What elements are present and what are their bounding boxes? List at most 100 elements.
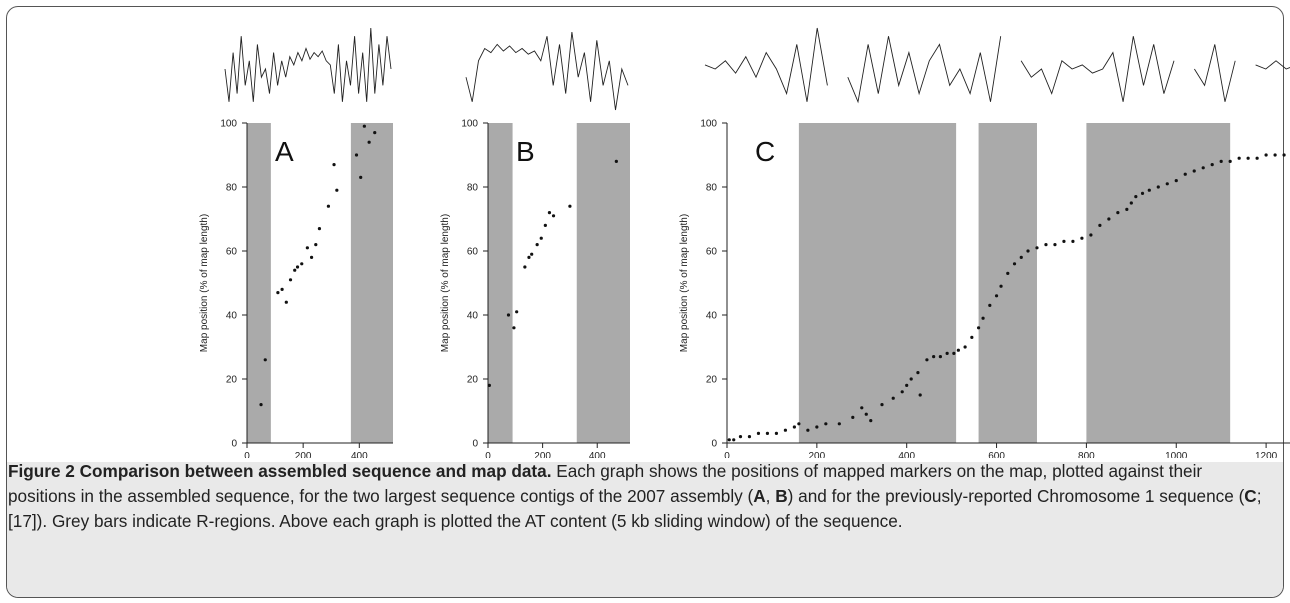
x-tick-label-c-200: 200 <box>809 451 826 458</box>
r-region-bar-b-2 <box>576 123 630 443</box>
data-point-a-1 <box>259 403 263 407</box>
x-tick-label-c-600: 600 <box>988 451 1005 458</box>
y-tick-label-a-40: 40 <box>226 311 238 322</box>
y-tick-label-a-0: 0 <box>231 439 237 450</box>
data-point-a-9 <box>300 262 304 266</box>
data-point-c-66 <box>1228 159 1232 163</box>
x-tick-label-c-400: 400 <box>898 451 915 458</box>
data-point-c-23 <box>909 377 913 381</box>
caption-text-2: ) and for the previously-reported Chromo… <box>787 486 1245 506</box>
y-axis-title-c: Map position (% of map length) <box>679 214 690 352</box>
y-tick-label-b-80: 80 <box>467 183 479 194</box>
y-tick-label-b-20: 20 <box>467 375 479 386</box>
data-point-c-20 <box>891 396 895 400</box>
y-tick-label-b-60: 60 <box>467 247 479 258</box>
panel-label-b: B <box>516 136 535 167</box>
data-point-a-12 <box>314 243 318 247</box>
panel-label-c: C <box>755 136 775 167</box>
caption-label: Figure 2 <box>8 461 75 481</box>
data-point-c-15 <box>851 415 855 419</box>
data-point-c-3 <box>738 435 743 439</box>
data-point-c-50 <box>1098 223 1102 227</box>
y-tick-label-c-80: 80 <box>706 183 718 194</box>
at-content-trace-a-1 <box>224 27 392 102</box>
y-tick-label-c-0: 0 <box>711 439 717 450</box>
data-point-c-6 <box>765 431 770 435</box>
y-tick-label-a-100: 100 <box>220 119 237 130</box>
data-point-c-33 <box>970 335 974 339</box>
x-tick-label-a-200: 200 <box>295 451 312 458</box>
r-region-bar-a-2 <box>350 123 393 443</box>
data-point-a-21 <box>373 131 377 135</box>
data-point-c-28 <box>938 355 942 359</box>
data-point-a-10 <box>305 246 309 250</box>
data-point-a-16 <box>335 188 339 192</box>
data-point-a-5 <box>284 300 288 304</box>
data-point-c-13 <box>824 422 828 426</box>
data-point-c-1 <box>727 438 731 442</box>
caption-text-3: ; [17]). Grey bars indicate R-regions. A… <box>8 486 1262 531</box>
x-tick-label-a-400: 400 <box>351 451 368 458</box>
data-point-b-8 <box>535 243 539 247</box>
y-tick-label-b-40: 40 <box>467 311 479 322</box>
data-point-c-57 <box>1147 188 1151 192</box>
y-tick-label-c-100: 100 <box>700 119 717 130</box>
caption-background <box>7 462 1283 597</box>
x-tick-label-c-800: 800 <box>1078 451 1095 458</box>
data-point-c-67 <box>1237 156 1241 160</box>
y-axis-title-b: Map position (% of map length) <box>440 214 451 352</box>
data-point-c-35 <box>981 316 985 320</box>
at-content-trace-c-4 <box>1194 44 1236 102</box>
data-point-b-9 <box>539 236 543 240</box>
data-point-c-2 <box>732 438 736 442</box>
r-region-bar-c-2 <box>978 123 1037 443</box>
data-point-c-29 <box>945 351 949 355</box>
data-point-c-36 <box>988 303 992 307</box>
caption-ref-a: A <box>753 486 766 506</box>
data-point-c-37 <box>994 294 999 298</box>
data-point-c-22 <box>905 383 909 387</box>
caption-text-1: Each graph shows the positions of mapped… <box>8 461 1203 506</box>
at-content-trace-c-3 <box>1020 36 1175 102</box>
x-tick-label-c-0: 0 <box>724 451 730 458</box>
data-point-c-59 <box>1165 182 1169 186</box>
data-point-c-8 <box>783 428 788 432</box>
plot-panel-b: 0204060801000200400Sequence location (kb… <box>440 32 630 458</box>
data-point-a-14 <box>326 204 331 208</box>
data-point-c-24 <box>916 371 920 375</box>
data-point-c-52 <box>1116 211 1120 215</box>
caption-title: Comparison between assembled sequence an… <box>79 461 552 481</box>
figure-plots: 0204060801000200400Sequence location (kb… <box>199 27 1290 458</box>
y-tick-label-c-20: 20 <box>706 375 718 386</box>
y-tick-label-b-0: 0 <box>472 439 478 450</box>
data-point-c-25 <box>918 393 922 397</box>
data-point-c-46 <box>1062 239 1066 243</box>
data-point-c-68 <box>1246 156 1250 160</box>
data-point-c-63 <box>1201 166 1205 170</box>
data-point-b-7 <box>530 252 534 256</box>
data-point-b-11 <box>547 211 552 215</box>
data-point-c-62 <box>1192 169 1196 173</box>
data-point-c-21 <box>900 390 904 394</box>
figure-frame <box>6 6 1284 598</box>
data-point-c-47 <box>1071 239 1075 243</box>
data-point-b-2 <box>506 313 511 317</box>
data-point-c-31 <box>956 348 960 352</box>
caption-ref-c: C <box>1244 486 1257 506</box>
data-point-c-10 <box>797 422 801 426</box>
data-point-c-16 <box>860 406 864 410</box>
y-tick-label-a-60: 60 <box>226 247 238 258</box>
data-point-c-51 <box>1107 217 1111 221</box>
x-tick-label-b-200: 200 <box>534 451 551 458</box>
data-point-c-19 <box>880 403 884 407</box>
data-point-c-18 <box>869 419 873 423</box>
data-point-c-64 <box>1210 163 1214 167</box>
data-point-b-10 <box>543 223 547 227</box>
data-point-c-12 <box>815 425 819 429</box>
data-point-b-3 <box>512 326 516 330</box>
y-tick-label-a-80: 80 <box>226 183 238 194</box>
data-point-c-71 <box>1273 153 1277 157</box>
data-point-c-72 <box>1282 153 1286 157</box>
data-point-a-19 <box>362 124 366 128</box>
x-tick-label-b-0: 0 <box>485 451 491 458</box>
